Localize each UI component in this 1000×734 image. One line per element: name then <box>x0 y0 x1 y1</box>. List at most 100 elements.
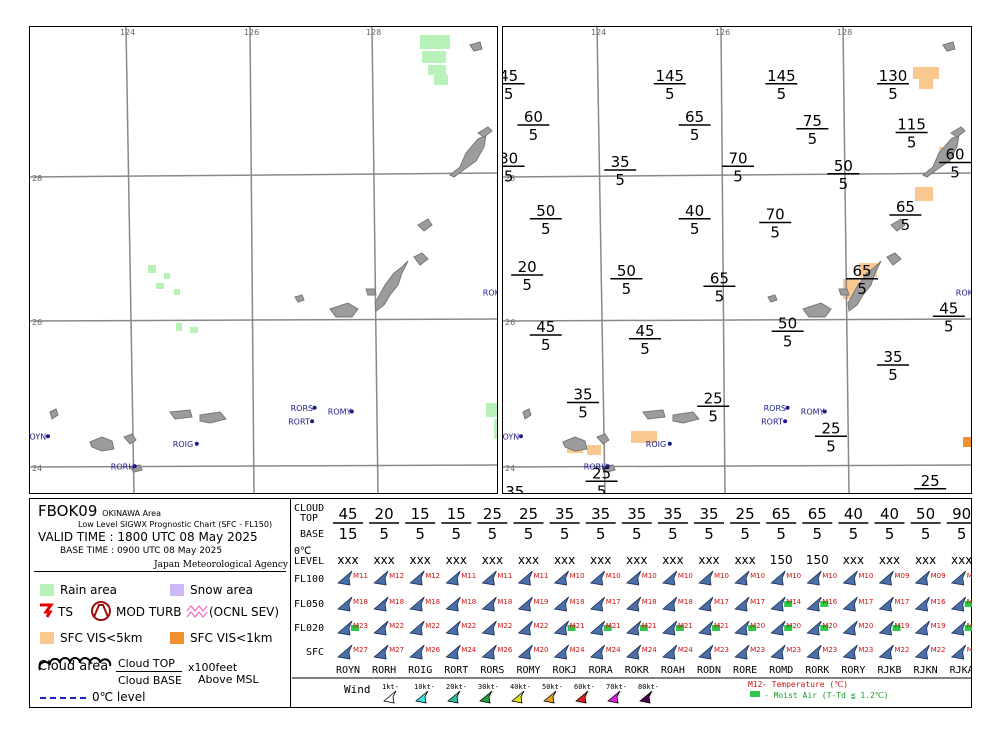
low-visibility-area <box>631 431 657 443</box>
temperature-value: M16 <box>822 598 837 606</box>
wind-cell: M10 <box>806 570 837 586</box>
wind-arrow-icon <box>842 596 858 612</box>
cloud-base-value: 5 <box>888 366 898 384</box>
wind-arrow-icon <box>481 620 497 636</box>
wind-scale-label: 1kt- <box>382 683 399 691</box>
row-label-cloud: CLOUD <box>294 503 324 514</box>
station-name-cell: RORK <box>805 665 829 676</box>
station-name-cell: RJKA <box>950 665 972 676</box>
cloud-top-value: 50 <box>536 202 555 220</box>
temperature-value: M10 <box>786 572 801 580</box>
temperature-value: M18 <box>353 598 368 606</box>
wind-cell: M10 <box>734 570 765 586</box>
wind-cell: M11 <box>337 570 368 586</box>
longitude-label: 128 <box>837 28 852 37</box>
cloud-label: 455 <box>529 318 562 354</box>
cloud-top-value: 145 <box>655 67 684 85</box>
temperature-value: M26 <box>497 646 512 654</box>
cloud-top-value: 25 <box>704 389 723 407</box>
vis5-swatch <box>40 632 54 644</box>
moist-air-marker <box>964 601 972 607</box>
cloud-top-value: 130 <box>879 67 908 85</box>
temperature-value: M11 <box>497 572 512 580</box>
cloud-top-value: 115 <box>897 116 926 134</box>
latitude-label: 26 <box>505 318 515 327</box>
station-name-cell: RJKN <box>914 665 938 676</box>
island-shape <box>522 408 532 420</box>
wind-arrow-icon <box>950 644 967 660</box>
wind-arrow-icon <box>373 644 389 660</box>
zero-level-cell: xxx <box>662 553 683 567</box>
wind-cell: M20 <box>770 620 801 636</box>
ts-label: TS <box>58 605 73 619</box>
island-shape <box>642 409 666 420</box>
wind-cell: M19 <box>914 620 946 636</box>
wind-cell: M16 <box>914 596 946 612</box>
station-label: RORT <box>761 417 783 426</box>
wind-cell: M17 <box>878 596 909 612</box>
wind-arrow-icon <box>589 644 606 660</box>
wind-cell: M22 <box>445 620 476 636</box>
wind-cell: M16 <box>950 596 972 612</box>
rain-area <box>190 327 198 333</box>
temperature-value: M22 <box>425 622 440 630</box>
island-shape <box>417 218 433 232</box>
rain-label: Rain area <box>60 583 117 597</box>
wind-cell: M23 <box>770 644 801 660</box>
cloud-base-cell: 5 <box>415 525 425 543</box>
wind-arrow-icon <box>950 620 967 636</box>
station-label: ROYN <box>30 432 46 441</box>
temperature-value: M27 <box>353 646 368 654</box>
rain-area <box>174 289 180 295</box>
moist-air-marker <box>675 625 684 631</box>
station-label: ROIG <box>173 440 193 449</box>
wind-arrow-icon <box>661 644 678 660</box>
temperature-value: M20 <box>786 622 801 630</box>
wind-arrow-icon <box>806 570 822 586</box>
wind-arrow-icon <box>337 620 353 636</box>
cloud-base-value: 5 <box>615 171 625 189</box>
cloud-base-cell: 5 <box>668 525 678 543</box>
temperature-value: M11 <box>461 572 476 580</box>
wind-scale-arrow-icon <box>447 690 461 704</box>
cloud-top-cell: 15 <box>447 505 466 523</box>
cloud-base-value: 5 <box>665 85 675 103</box>
cloud-base-cell: 5 <box>885 525 895 543</box>
temperature-value: M10 <box>750 572 765 580</box>
island-shape <box>838 288 850 296</box>
wind-cell: M09 <box>878 570 909 586</box>
row-label-top: TOP <box>300 513 318 524</box>
cloud-base-cell: 5 <box>379 525 389 543</box>
cloud-top-cell: 40 <box>844 505 863 523</box>
wind-arrow-icon <box>878 596 894 612</box>
island-shape <box>123 433 137 445</box>
wind-arrow-icon <box>878 570 894 586</box>
wind-cell: M10 <box>589 570 621 586</box>
sev-turb-label: (OCNL SEV) <box>209 605 280 619</box>
wind-arrow-icon <box>914 596 930 612</box>
station-dot <box>312 405 317 410</box>
longitude-label: 126 <box>244 28 259 37</box>
wind-cell: M11 <box>517 570 548 586</box>
wind-arrow-icon <box>481 596 497 612</box>
island-shape <box>477 126 493 138</box>
station-name-cell: RORA <box>589 665 613 676</box>
temperature-value: M23 <box>714 646 729 654</box>
meridian-line <box>720 27 726 493</box>
station-name-cell: ROMD <box>769 665 793 676</box>
station-name-cell: RORE <box>733 665 757 676</box>
cloud-top-cell: 45 <box>338 505 357 523</box>
wind-arrow-icon <box>625 596 642 612</box>
wind-scale-arrow-icon <box>639 690 653 704</box>
cloud-label: 405 <box>678 202 711 238</box>
temperature-value: M18 <box>497 598 512 606</box>
wind-cell: M22 <box>950 644 972 660</box>
latitude-label: 24 <box>505 464 515 473</box>
wind-arrow-icon <box>914 644 930 660</box>
wind-cell: M14 <box>770 596 802 612</box>
wind-scale-arrow-icon <box>383 690 397 704</box>
wind-arrow-icon <box>373 620 389 636</box>
cloud-base-value: 5 <box>783 332 793 350</box>
cloud-base-value: 5 <box>901 216 911 234</box>
wind-scale-arrow-icon <box>479 690 493 704</box>
